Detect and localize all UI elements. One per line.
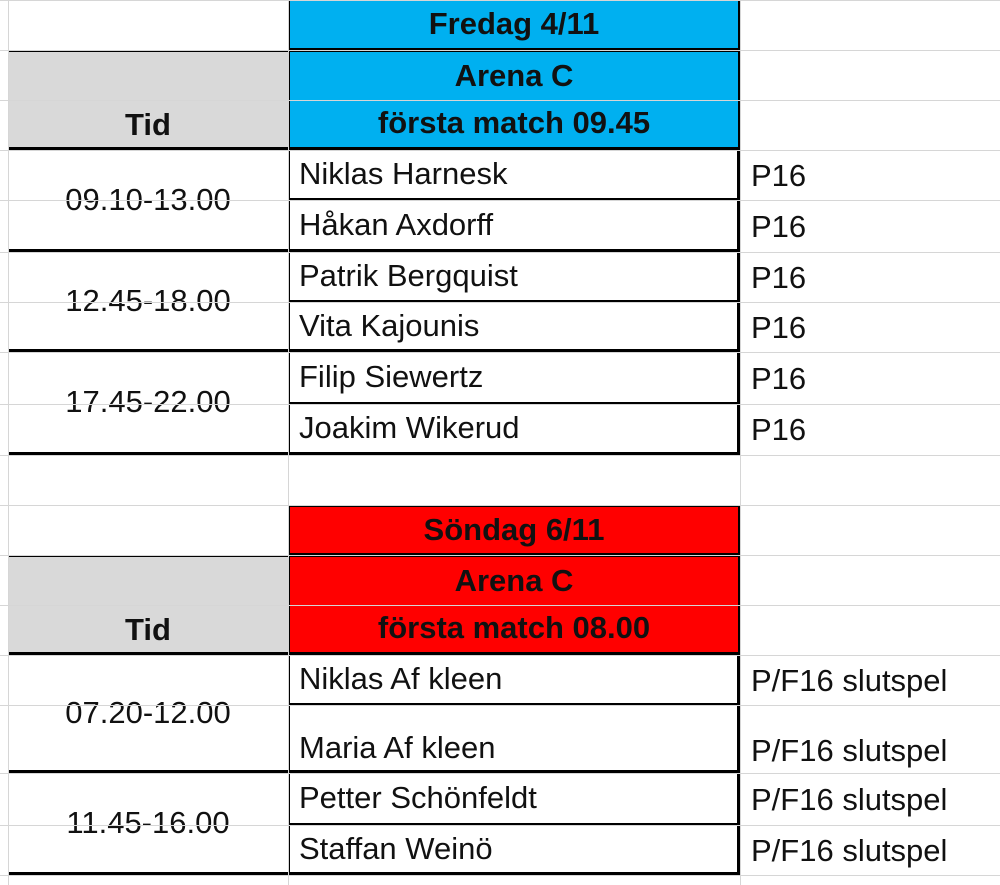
team-cell[interactable]: P16 [751, 259, 807, 295]
arena-label: Arena C [454, 562, 574, 598]
gridline [0, 50, 1000, 51]
gridline [0, 455, 1000, 456]
gridline [0, 505, 1000, 506]
name-cell[interactable]: Joakim Wikerud [288, 404, 740, 455]
first-match-label: första match 08.00 [377, 610, 651, 646]
gridline [0, 655, 1000, 656]
arena-label: Arena C [454, 57, 574, 93]
gridline [0, 100, 1000, 101]
gridline [0, 773, 1000, 774]
gridline [0, 705, 1000, 706]
team-cell[interactable]: P16 [751, 208, 807, 244]
gridline [8, 0, 9, 885]
name-cell[interactable]: Filip Siewertz [288, 352, 740, 404]
time-slot-cell[interactable]: 07.20-12.00 [8, 655, 288, 773]
time-slot-cell[interactable]: 17.45-22.00 [8, 352, 288, 455]
gridline [0, 555, 1000, 556]
team-cell[interactable]: P16 [751, 360, 807, 396]
team-cell[interactable]: P16 [751, 157, 807, 193]
team-cell[interactable]: P/F16 slutspel [751, 781, 948, 817]
gridline [0, 150, 1000, 151]
day-title-cell[interactable]: Fredag 4/11 [288, 0, 740, 50]
gridline [288, 0, 289, 885]
gridline [0, 200, 1000, 201]
gridline [0, 352, 1000, 353]
gridline [0, 605, 1000, 606]
name-cell[interactable]: Niklas Af kleen [288, 655, 740, 705]
gridline [0, 252, 1000, 253]
name-cell[interactable]: Staffan Weinö [288, 825, 740, 875]
name-cell[interactable]: Maria Af kleen [288, 705, 740, 773]
time-slot-cell[interactable]: 09.10-13.00 [8, 150, 288, 252]
name-cell[interactable]: Vita Kajounis [288, 302, 740, 352]
team-cell[interactable]: P16 [751, 309, 807, 345]
day-title-cell[interactable]: Söndag 6/11 [288, 505, 740, 555]
name-cell[interactable]: Petter Schönfeldt [288, 773, 740, 825]
gridline [0, 302, 1000, 303]
gridline [740, 0, 741, 885]
gridline [0, 404, 1000, 405]
gridline [0, 0, 1000, 1]
team-cell[interactable]: P16 [751, 412, 807, 447]
team-cell[interactable]: P/F16 slutspel [751, 832, 948, 868]
team-cell[interactable]: P/F16 slutspel [751, 662, 948, 698]
name-cell[interactable]: Patrik Bergquist [288, 252, 740, 302]
team-cell[interactable]: P/F16 slutspel [751, 733, 948, 768]
name-cell[interactable]: Niklas Harnesk [288, 150, 740, 200]
name-cell[interactable]: Håkan Axdorff [288, 200, 740, 252]
gridline [0, 825, 1000, 826]
first-match-label: första match 09.45 [377, 105, 651, 141]
time-slot-cell[interactable]: 11.45-16.00 [8, 773, 288, 875]
gridline [0, 875, 1000, 876]
